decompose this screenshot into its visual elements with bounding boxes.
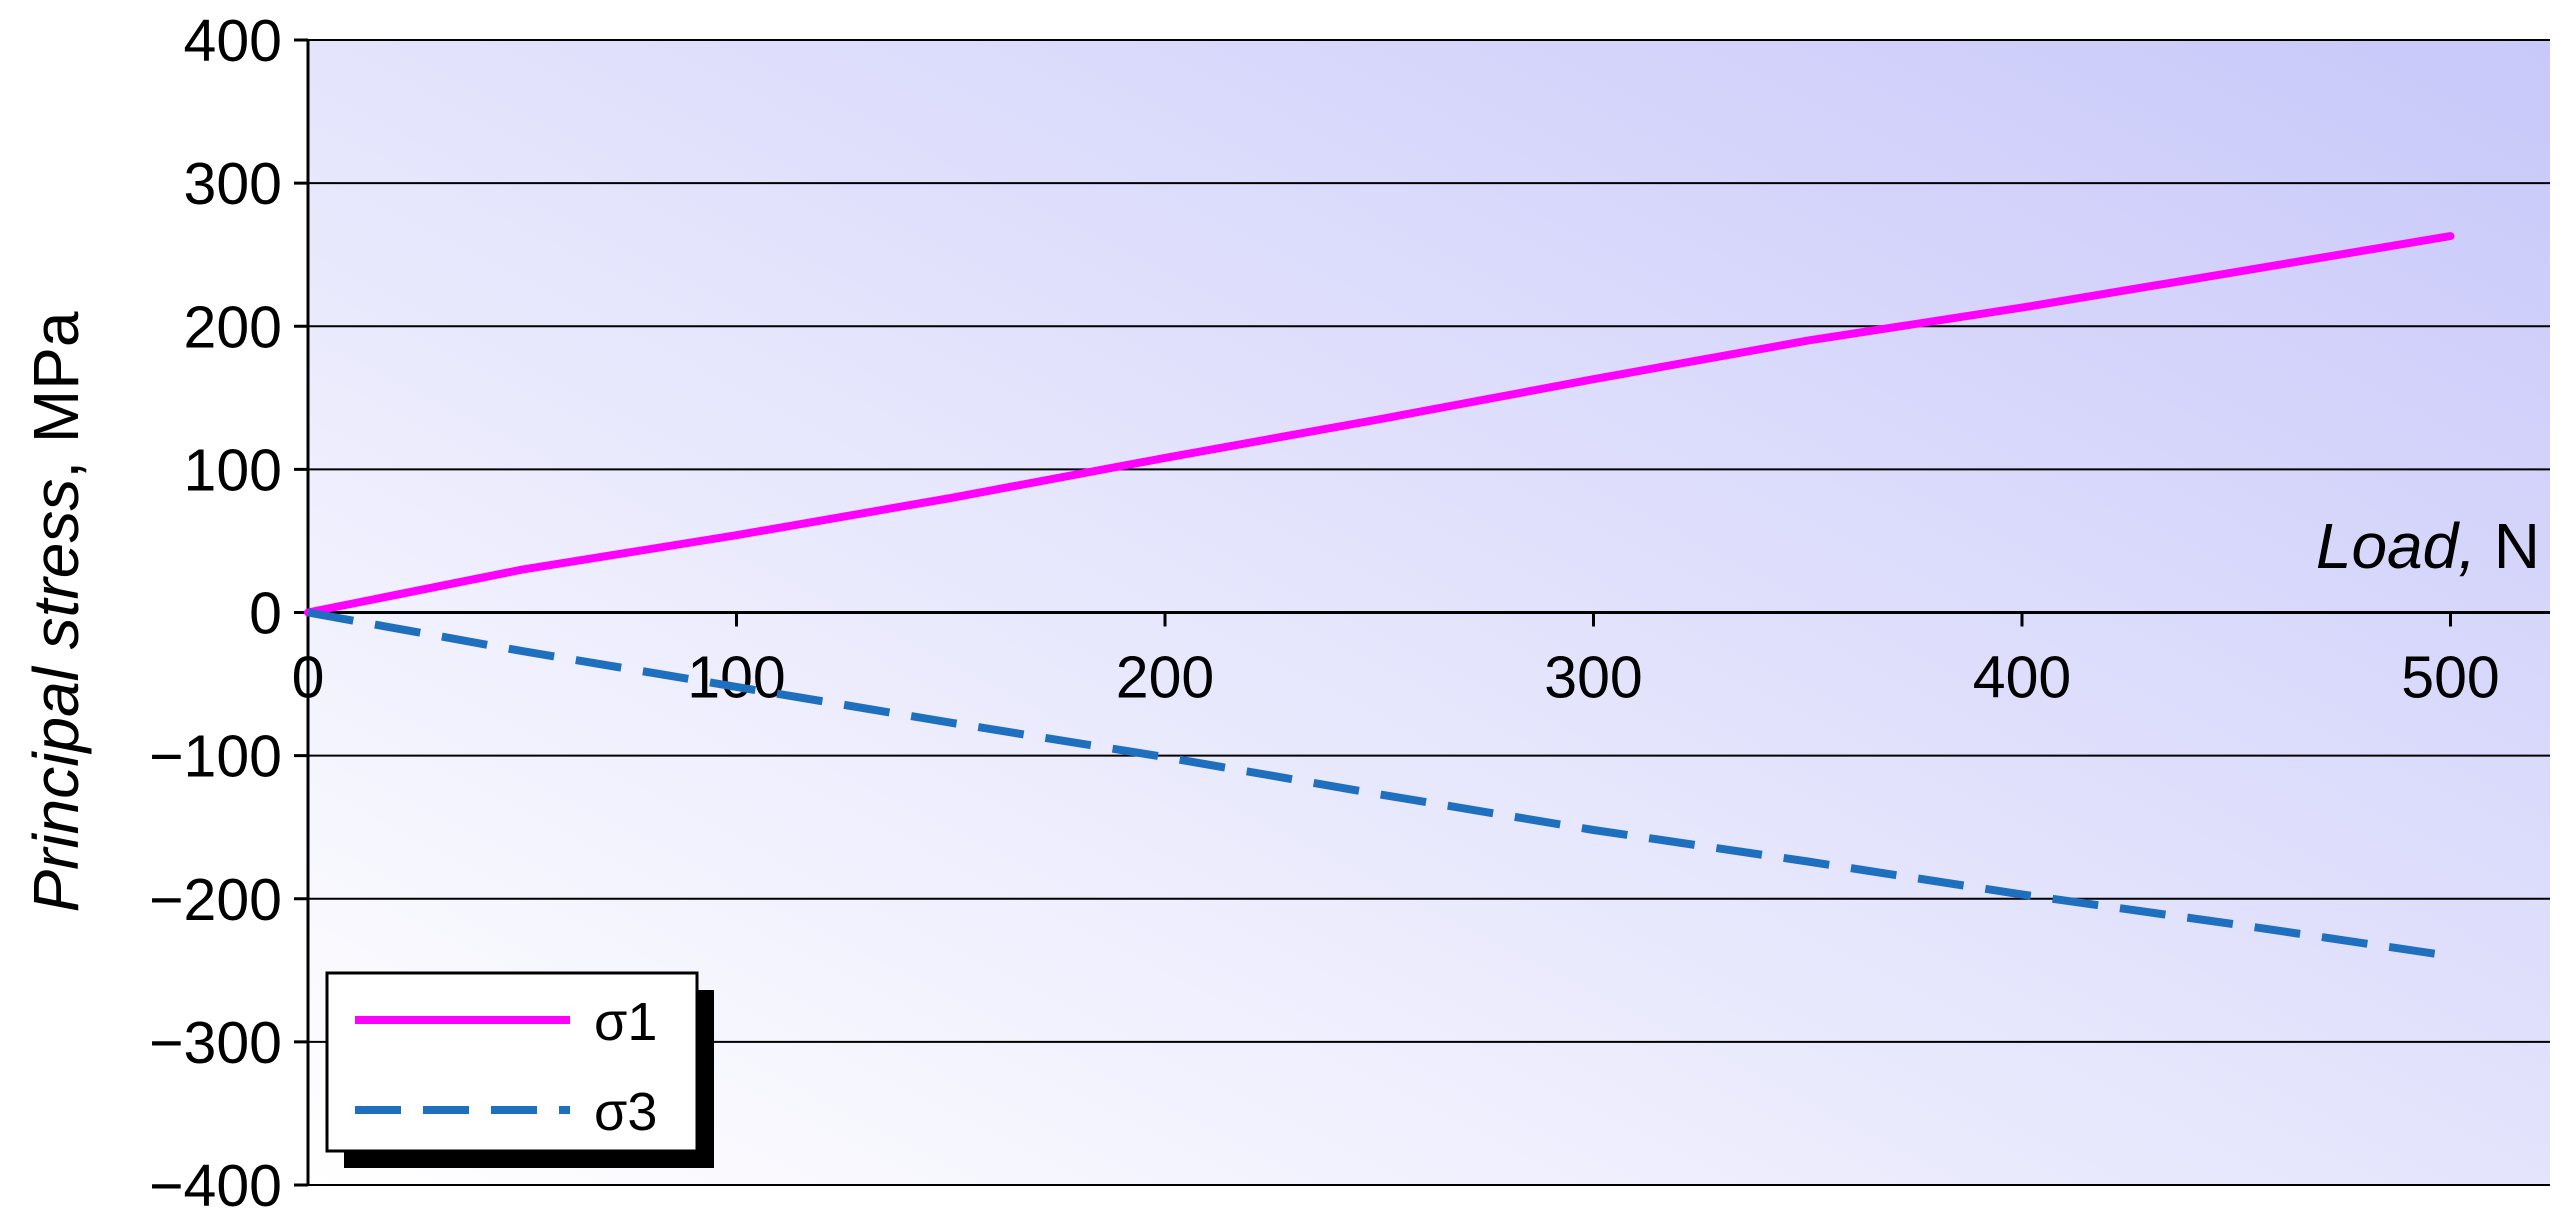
y-tick-label: 400 (184, 8, 282, 74)
x-axis-title: Load, N (2316, 510, 2540, 582)
y-tick-label: −200 (149, 867, 282, 933)
x-tick-label: 300 (1544, 645, 1642, 711)
x-tick-label: 0 (292, 645, 325, 711)
legend-label-sigma3: σ3 (594, 1082, 657, 1142)
legend-label-sigma1: σ1 (594, 992, 657, 1052)
series-line-sigma3 (307, 608, 2452, 960)
y-tick-label: 300 (184, 151, 282, 217)
y-tick-label: −400 (149, 1153, 282, 1219)
y-tick-labels: 400 300 200 100 0 −100 −200 −300 −400 (149, 8, 282, 1219)
x-tick-label: 200 (1116, 645, 1214, 711)
y-tick-label: −300 (149, 1010, 282, 1076)
x-tick-label: 400 (1973, 645, 2071, 711)
legend-box (325, 971, 699, 1153)
y-tick-label: −100 (149, 724, 282, 790)
y-tick-label: 200 (184, 294, 282, 360)
x-tick-labels: 0 100 200 300 400 500 (292, 645, 2500, 711)
y-tick-label: 0 (249, 581, 282, 647)
series-line-sigma1 (304, 232, 2455, 617)
series-lines (304, 232, 2455, 960)
legend: σ1 σ3 (325, 971, 714, 1168)
x-tick-label: 100 (687, 645, 785, 711)
x-tick-label: 500 (2401, 645, 2499, 711)
gridlines (308, 39, 2550, 1186)
y-axis-title: Principal stress, MPa (20, 311, 92, 912)
tick-marks (294, 38, 2452, 1187)
y-tick-label: 100 (184, 437, 282, 503)
